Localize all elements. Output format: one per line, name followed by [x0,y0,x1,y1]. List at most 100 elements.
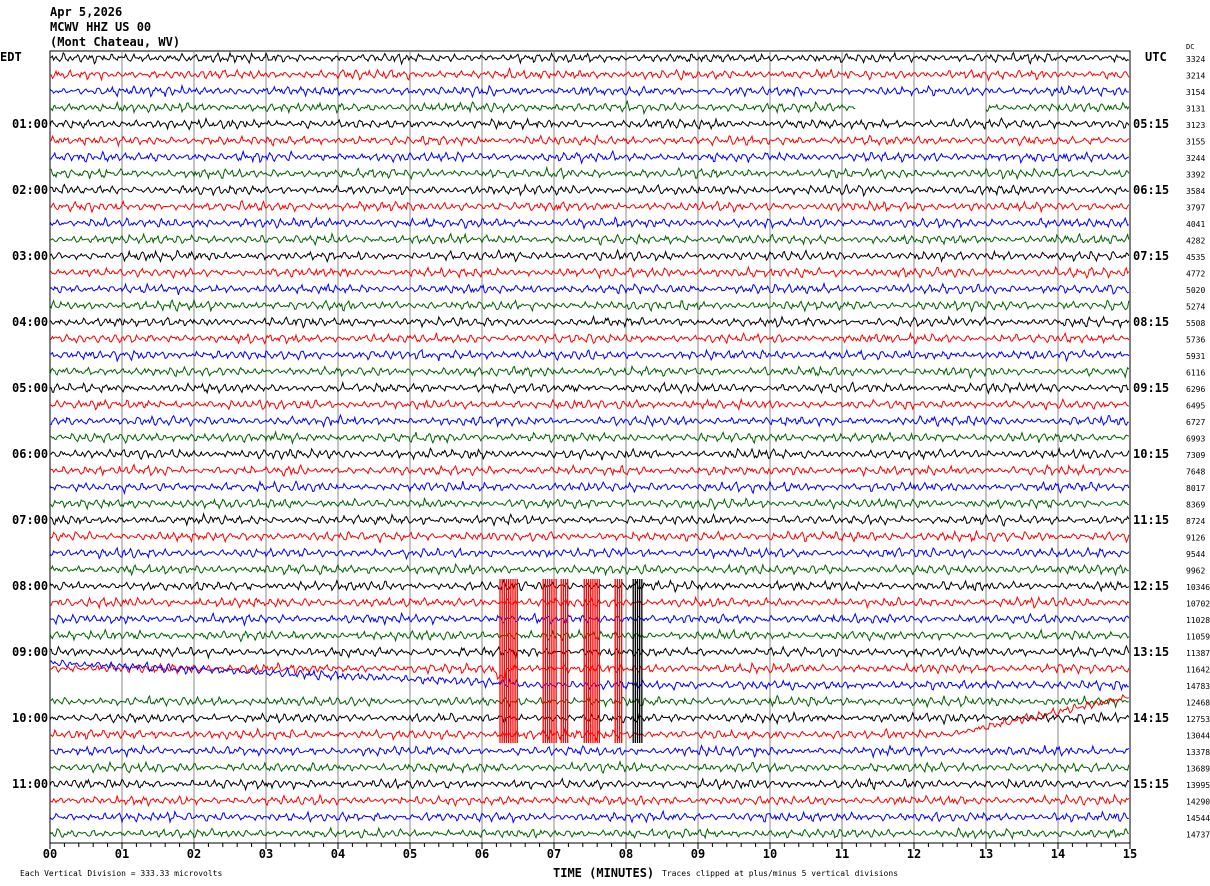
seismic-trace [49,744,1130,760]
x-axis-title: TIME (MINUTES) [553,866,654,880]
seismic-trace [49,429,1129,445]
header-date: Apr 5,2026 [50,5,122,19]
scale-note: Each Vertical Division = 333.33 microvol… [20,869,222,878]
left-hour-label: 11:00 [12,777,48,791]
left-zone-label: EDT [0,50,22,64]
seismic-trace [49,595,1130,610]
dc-offset-label: 5736 [1186,336,1205,345]
dc-offset-label: 6296 [1186,385,1205,394]
right-hour-label: 12:15 [1133,579,1169,593]
left-hour-label: 01:00 [12,117,48,131]
right-hour-label: 10:15 [1133,447,1169,461]
x-tick-label: 02 [187,847,201,861]
seismic-trace [49,809,1129,825]
seismic-trace [49,661,1130,681]
dc-offset-label: 14737 [1186,831,1210,840]
dc-offset-label: 9126 [1186,534,1205,543]
dc-offset-label: 3584 [1186,187,1205,196]
seismic-trace [49,546,1130,561]
left-hour-label: 02:00 [12,183,48,197]
x-tick-label: 13 [979,847,993,861]
dc-offset-label: 13044 [1186,732,1210,741]
dc-offset-label: 8369 [1186,501,1205,510]
seismic-trace [49,710,1130,726]
x-tick-label: 00 [43,847,57,861]
seismic-trace [49,133,1130,148]
right-hour-label: 09:15 [1133,381,1169,395]
seismic-trace [49,578,1130,594]
seismic-trace [49,149,1129,165]
seismic-trace [49,265,1130,280]
right-hour-label: 07:15 [1133,249,1169,263]
right-hour-label: 14:15 [1133,711,1169,725]
dc-label: DC [1186,43,1194,51]
x-tick-label: 12 [907,847,921,861]
dc-offset-label: 14290 [1186,798,1210,807]
left-hour-label: 03:00 [12,249,48,263]
x-tick-label: 09 [691,847,705,861]
dc-offset-label: 3392 [1186,171,1205,180]
dc-offset-label: 10346 [1186,583,1210,592]
left-hour-label: 10:00 [12,711,48,725]
left-hour-label: 08:00 [12,579,48,593]
seismic-trace [49,793,1130,808]
right-hour-label: 06:15 [1133,183,1169,197]
dc-offset-label: 3131 [1186,105,1205,114]
dc-offset-label: 13378 [1186,748,1210,757]
seismic-trace [49,659,1129,692]
seismic-trace [49,777,1130,792]
dc-offset-label: 6495 [1186,402,1205,411]
seismic-trace [49,480,1130,496]
dc-offset-label: 8017 [1186,484,1205,493]
seismic-trace [49,413,1129,429]
dc-offset-label: 12753 [1186,715,1210,724]
dc-offset-label: 5020 [1186,286,1205,295]
dc-offset-label: 5508 [1186,319,1205,328]
dc-offset-label: 3214 [1186,72,1205,81]
seismic-trace [49,232,1130,247]
seismic-trace [49,298,1130,313]
seismic-trace [49,348,1130,363]
dc-offset-label: 7648 [1186,468,1205,477]
left-hour-label: 04:00 [12,315,48,329]
dc-offset-label: 13689 [1186,765,1210,774]
x-tick-label: 05 [403,847,417,861]
right-hour-label: 15:15 [1133,777,1169,791]
left-hour-label: 09:00 [12,645,48,659]
x-tick-label: 03 [259,847,273,861]
seismic-trace [49,463,1129,478]
seismic-trace [49,611,1130,627]
seismic-trace [49,496,1129,511]
seismic-trace [49,165,1130,181]
dc-offset-label: 13995 [1186,781,1210,790]
dc-offset-label: 6993 [1186,435,1205,444]
dc-offset-label: 14783 [1186,682,1210,691]
dc-offset-label: 5274 [1186,303,1205,312]
seismic-trace [49,694,1129,709]
seismic-trace [49,380,1129,395]
dc-offset-label: 3324 [1186,55,1205,64]
x-tick-label: 06 [475,847,489,861]
dc-offset-label: 9962 [1186,567,1205,576]
dc-offset-label: 4772 [1186,270,1205,279]
seismic-trace [49,529,1130,545]
x-tick-label: 14 [1051,847,1065,861]
dc-offset-label: 14544 [1186,814,1210,823]
seismic-trace [49,693,1129,742]
seismic-trace [49,281,1130,296]
x-tick-label: 07 [547,847,561,861]
right-zone-label: UTC [1145,50,1167,64]
dc-offset-label: 7309 [1186,451,1205,460]
left-hour-label: 06:00 [12,447,48,461]
left-hour-label: 05:00 [12,381,48,395]
seismic-trace [49,215,1130,231]
header-station: MCWV HHZ US 00 [50,20,151,34]
x-tick-label: 01 [115,847,129,861]
seismic-trace [50,562,1129,577]
seismic-trace [49,116,1130,131]
x-tick-label: 10 [763,847,777,861]
seismic-trace [49,826,1130,840]
seismic-trace [49,628,1130,643]
dc-offset-label: 3155 [1186,138,1205,147]
